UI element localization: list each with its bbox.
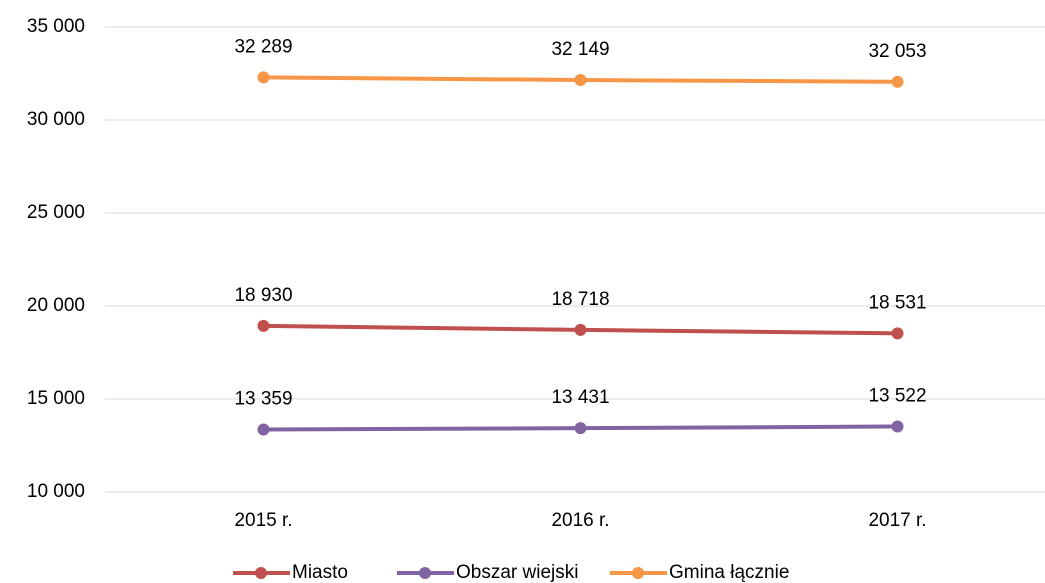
legend-label: Obszar wiejski [456, 562, 578, 583]
y-tick-label: 30 000 [27, 109, 85, 130]
data-point [257, 423, 270, 436]
x-tick-label: 2017 r. [868, 510, 926, 531]
data-label: 32 289 [234, 36, 292, 57]
y-tick-label: 15 000 [27, 388, 85, 409]
data-label: 32 149 [551, 39, 609, 60]
data-point [891, 327, 904, 340]
legend-label: Miasto [292, 562, 348, 583]
data-point [257, 71, 270, 84]
y-tick-label: 10 000 [27, 481, 85, 502]
data-label: 18 531 [868, 292, 926, 313]
data-label: 13 522 [868, 386, 926, 407]
legend-marker [255, 567, 267, 579]
data-point [891, 420, 904, 433]
legend-marker [632, 567, 644, 579]
data-point [574, 323, 587, 336]
x-tick-label: 2015 r. [234, 510, 292, 531]
data-point [574, 74, 587, 87]
y-tick-label: 35 000 [27, 16, 85, 37]
data-point [574, 422, 587, 435]
data-label: 18 930 [234, 285, 292, 306]
y-tick-label: 20 000 [27, 295, 85, 316]
data-label: 32 053 [868, 41, 926, 62]
data-label: 13 431 [551, 387, 609, 408]
data-label: 18 718 [551, 289, 609, 310]
data-point [891, 75, 904, 88]
y-tick-label: 25 000 [27, 202, 85, 223]
x-tick-label: 2016 r. [551, 510, 609, 531]
legend-label: Gmina łącznie [669, 562, 789, 583]
legend-marker [419, 567, 431, 579]
data-label: 13 359 [234, 389, 292, 410]
data-point [257, 319, 270, 332]
